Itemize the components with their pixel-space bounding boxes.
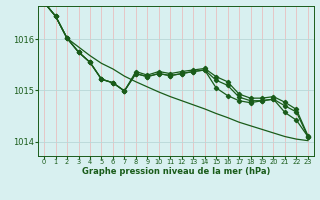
- X-axis label: Graphe pression niveau de la mer (hPa): Graphe pression niveau de la mer (hPa): [82, 167, 270, 176]
